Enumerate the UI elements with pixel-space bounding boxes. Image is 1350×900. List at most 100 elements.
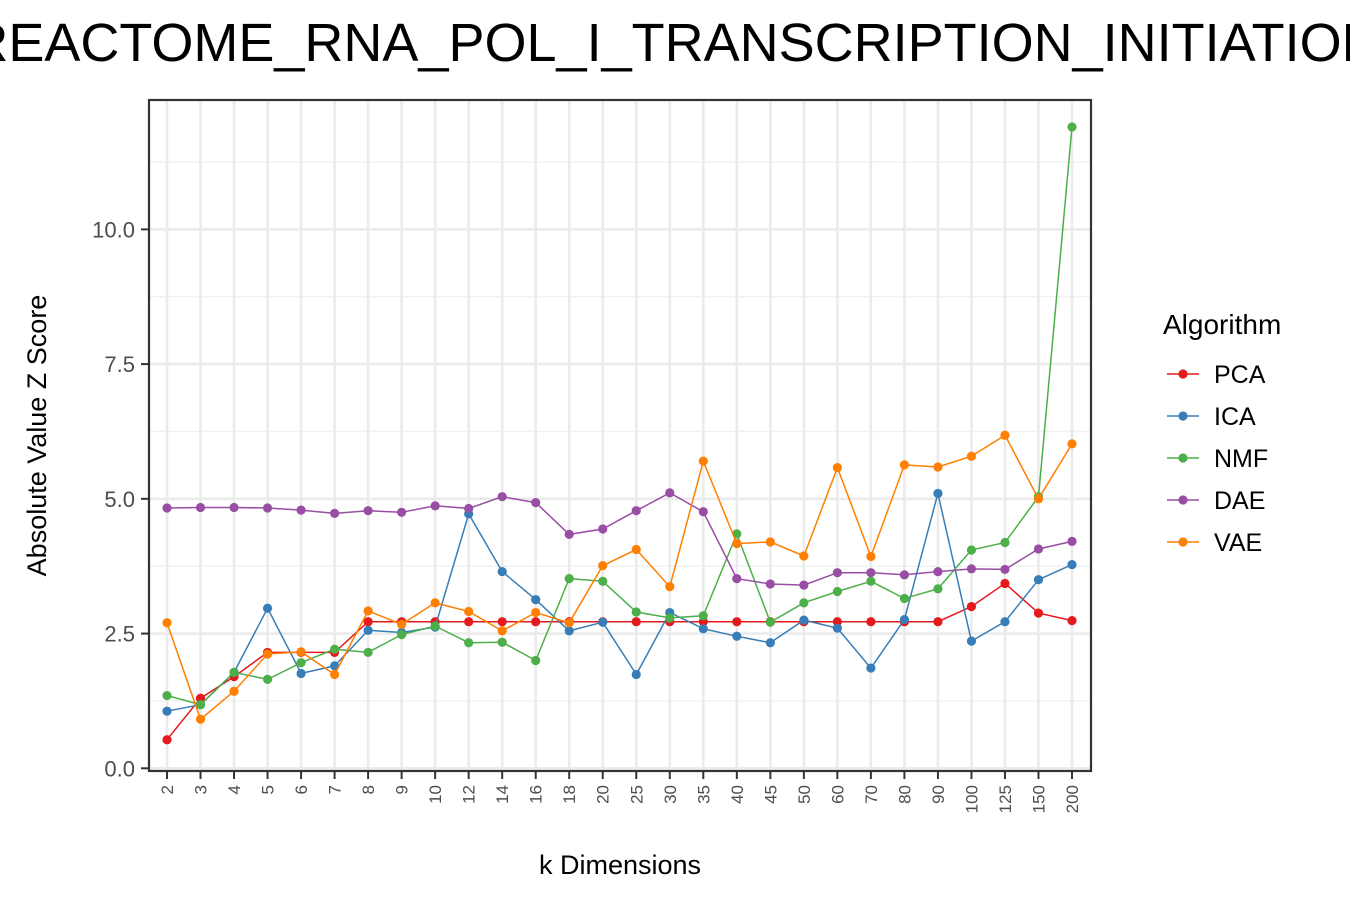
point-dae-40: [732, 573, 742, 584]
legend-key-point-nmf: [1178, 453, 1188, 463]
point-nmf-20: [598, 576, 608, 586]
point-pca-25: [631, 617, 641, 627]
point-dae-35: [698, 507, 708, 517]
point-dae-12: [464, 503, 474, 514]
point-vae-45: [765, 537, 775, 547]
chart-title-text: REACTOME_RNA_POL_I_TRANSCRIPTION_INITIAT…: [0, 13, 1350, 73]
x-axis-title: k Dimensions: [539, 850, 701, 880]
y-tick-label: 7.5: [104, 352, 135, 377]
point-pca-16: [531, 617, 541, 627]
plot-panel-border: [147, 98, 1093, 773]
x-tick-label: 16: [527, 785, 546, 804]
legend-key-point-ica: [1178, 411, 1188, 421]
series-ica: [162, 488, 1077, 716]
point-dae-20: [598, 524, 608, 534]
point-pca-12: [464, 617, 474, 627]
x-tick-label: 6: [292, 785, 311, 794]
y-axis: 0.0 2.5 5.0 7.5 10.0: [92, 217, 149, 781]
point-nmf-10: [430, 621, 440, 631]
point-vae-60: [832, 462, 842, 473]
point-dae-10: [430, 501, 440, 511]
point-ica-7: [329, 661, 340, 671]
point-nmf-18: [564, 573, 574, 584]
point-vae-30: [665, 582, 675, 592]
x-tick-label: 150: [1029, 785, 1048, 813]
point-dae-90: [933, 566, 943, 577]
point-dae-45: [765, 579, 775, 589]
chart-title: REACTOME_RNA_POL_I_TRANSCRIPTION_INITIAT…: [0, 8, 1350, 88]
point-nmf-3: [195, 700, 206, 710]
point-nmf-70: [866, 576, 876, 586]
series-layer: [162, 122, 1077, 745]
point-vae-150: [1033, 494, 1044, 504]
point-nmf-100: [966, 545, 977, 555]
series-line-pca: [166, 582, 1073, 741]
point-pca-2: [162, 735, 172, 745]
point-ica-2: [162, 706, 172, 716]
point-nmf-125: [1000, 537, 1010, 548]
legend-title: Algorithm: [1163, 309, 1281, 340]
point-nmf-9: [397, 630, 407, 640]
x-tick-label: 30: [661, 785, 680, 804]
point-pca-40: [732, 617, 742, 627]
point-vae-4: [229, 686, 239, 696]
x-tick-label: 70: [862, 785, 881, 804]
point-dae-5: [262, 503, 273, 513]
legend-item-nmf: NMF: [1167, 445, 1268, 473]
point-ica-150: [1033, 575, 1044, 585]
point-ica-40: [732, 631, 742, 641]
point-vae-10: [430, 598, 440, 608]
point-nmf-50: [799, 598, 809, 608]
point-pca-90: [933, 617, 943, 627]
point-ica-16: [531, 595, 541, 605]
x-tick-label: 125: [996, 785, 1015, 813]
point-vae-18: [564, 618, 574, 628]
point-vae-35: [698, 456, 708, 466]
point-pca-14: [497, 617, 507, 627]
point-nmf-200: [1067, 122, 1077, 132]
series-line-vae: [166, 434, 1073, 721]
point-ica-8: [363, 625, 373, 635]
x-tick-label: 100: [962, 785, 981, 813]
point-pca-150: [1033, 608, 1044, 618]
x-tick-label: 3: [192, 785, 211, 794]
point-pca-125: [1000, 578, 1010, 589]
legend-item-pca: PCA: [1167, 361, 1266, 389]
series-line-ica: [166, 493, 1073, 712]
series-nmf: [162, 122, 1077, 710]
y-tick-label: 0.0: [104, 756, 135, 781]
series-line-dae: [166, 492, 1073, 586]
x-tick-label: 7: [326, 785, 345, 794]
legend-item-vae: VAE: [1167, 529, 1262, 557]
point-vae-16: [531, 607, 541, 618]
point-vae-20: [598, 561, 608, 571]
point-dae-3: [195, 502, 206, 513]
point-dae-100: [966, 564, 977, 574]
x-tick-label: 8: [359, 785, 378, 794]
legend-item-ica: ICA: [1167, 403, 1256, 431]
point-ica-100: [966, 636, 977, 646]
point-nmf-12: [464, 638, 474, 648]
point-vae-2: [162, 618, 172, 628]
x-tick-label: 80: [895, 785, 914, 804]
point-dae-9: [397, 507, 407, 517]
x-tick-label: 35: [694, 785, 713, 804]
point-vae-14: [497, 626, 507, 636]
point-vae-100: [966, 451, 977, 461]
point-dae-200: [1067, 536, 1077, 547]
point-dae-8: [363, 506, 373, 516]
x-tick-label: 45: [761, 785, 780, 804]
point-vae-12: [464, 606, 474, 617]
point-dae-2: [162, 503, 172, 513]
point-pca-3: [195, 693, 206, 703]
x-tick-label: 18: [560, 785, 579, 804]
x-tick-label: 9: [393, 785, 412, 794]
x-axis: 2 3 4 5 6 7 8 9 10 12 14 16 18 20 25 30 35 40 45 50 60 70 80 90…: [158, 771, 1082, 813]
point-vae-90: [933, 462, 943, 472]
x-tick-label: 40: [728, 785, 747, 804]
series-line-nmf: [166, 126, 1073, 706]
point-dae-80: [899, 570, 910, 580]
point-ica-6: [296, 668, 306, 679]
point-nmf-80: [899, 593, 910, 604]
